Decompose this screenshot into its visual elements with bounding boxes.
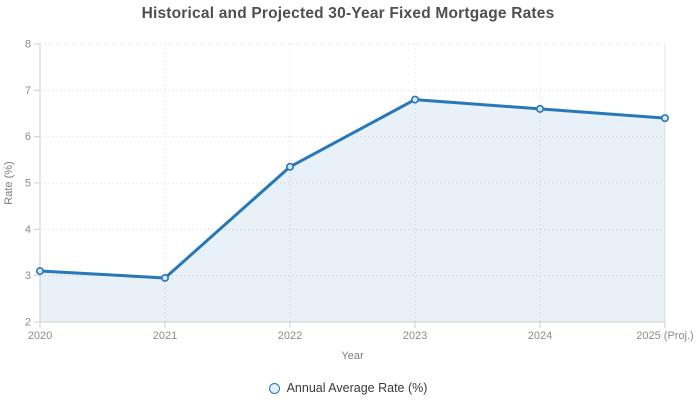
data-point[interactable] xyxy=(161,273,170,282)
svg-text:3: 3 xyxy=(25,270,31,282)
data-point[interactable] xyxy=(410,95,419,104)
legend-series-marker-icon xyxy=(268,382,280,394)
svg-text:5: 5 xyxy=(25,178,31,190)
chart-title: Historical and Projected 30-Year Fixed M… xyxy=(141,5,555,22)
y-axis-title: Rate (%) xyxy=(3,161,15,204)
y-tick-labels: 2 3 4 5 6 7 8 xyxy=(25,39,31,329)
svg-text:2021: 2021 xyxy=(153,330,177,342)
legend[interactable]: Annual Average Rate (%) xyxy=(0,381,696,395)
x-tick-labels: 2020 2021 2022 2023 2024 2025 (Proj.) xyxy=(28,330,694,342)
x-gridlines xyxy=(164,44,666,322)
svg-text:8: 8 xyxy=(25,39,31,51)
svg-text:2025 (Proj.): 2025 (Proj.) xyxy=(636,330,693,342)
data-point[interactable] xyxy=(535,104,544,113)
svg-text:2022: 2022 xyxy=(278,330,302,342)
x-axis-title: Year xyxy=(341,350,364,362)
svg-text:2023: 2023 xyxy=(403,330,427,342)
svg-text:7: 7 xyxy=(25,85,31,97)
svg-text:2024: 2024 xyxy=(528,330,552,342)
series-area xyxy=(40,99,665,322)
series-line xyxy=(38,98,667,280)
svg-text:6: 6 xyxy=(25,131,31,143)
svg-text:2: 2 xyxy=(25,317,31,329)
y-gridlines xyxy=(40,43,665,277)
legend-series-label: Annual Average Rate (%) xyxy=(286,381,428,395)
svg-text:2020: 2020 xyxy=(28,330,52,342)
data-point[interactable] xyxy=(660,114,669,123)
series-markers xyxy=(35,95,669,282)
data-point[interactable] xyxy=(285,162,294,171)
svg-text:4: 4 xyxy=(25,224,31,236)
data-point[interactable] xyxy=(35,267,44,276)
axes xyxy=(34,43,666,328)
